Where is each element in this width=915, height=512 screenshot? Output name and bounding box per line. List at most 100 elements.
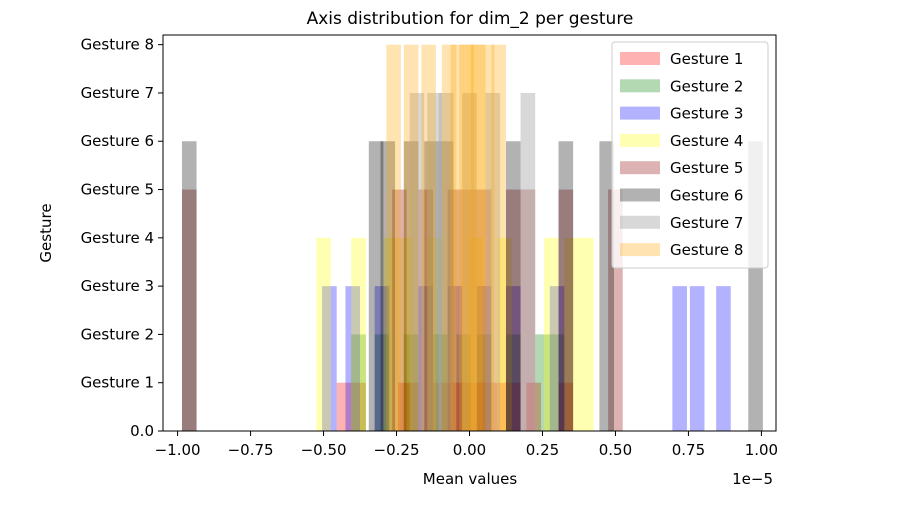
legend-swatch-6	[620, 188, 660, 202]
legend-label-4: Gesture 4	[670, 132, 743, 150]
legend-swatch-4	[620, 133, 660, 147]
bar-series-4-4	[427, 237, 442, 431]
bar-series-3-0	[322, 286, 337, 431]
bar-series-6-7	[558, 141, 574, 431]
bar-series-6-1	[368, 141, 384, 431]
bar-series-2-3	[433, 334, 448, 431]
bar-series-6-4	[424, 141, 439, 431]
bar-series-1-1	[351, 382, 366, 431]
bar-series-5-6	[505, 189, 521, 431]
bar-series-7-4	[485, 92, 501, 431]
bar-series-8-3	[441, 44, 457, 431]
bar-series-4-6	[497, 237, 512, 431]
bar-series-3-4	[447, 286, 463, 431]
legend-swatch-3	[620, 106, 660, 120]
bar-series-3-10	[716, 286, 731, 431]
bar-series-2-4	[456, 334, 471, 431]
bar-series-5-3	[447, 189, 463, 431]
x-tick-label: 0.50	[599, 441, 632, 459]
legend-label-7: Gesture 7	[670, 214, 743, 232]
bar-series-2-1	[374, 334, 390, 431]
x-tick-label: −0.50	[301, 441, 347, 459]
bar-series-1-8	[476, 382, 492, 431]
bar-series-6-8	[599, 141, 614, 431]
bar-series-6-2	[380, 141, 396, 431]
x-tick-label: 0.25	[526, 441, 559, 459]
x-tick-label: −0.25	[374, 441, 420, 459]
x-axis-offset-label: 1e−5	[732, 470, 773, 488]
bar-series-1-6	[456, 382, 471, 431]
bar-series-4-1	[351, 237, 366, 431]
y-axis: 0.0 Gesture 1 Gesture 2 Gesture 3 Gesture 4 G…	[81, 36, 163, 440]
bar-series-2-5	[476, 334, 492, 431]
bar-series-1-2	[397, 382, 413, 431]
bar-series-1-9	[491, 382, 506, 431]
bar-series-8-0	[386, 44, 401, 431]
y-tick-label: Gesture 5	[81, 181, 154, 199]
bar-series-8-8	[479, 44, 495, 431]
x-axis-label: Mean values	[423, 470, 518, 488]
bar-series-3-9	[689, 286, 705, 431]
bar-series-2-6	[505, 334, 521, 431]
bar-series-4-3	[397, 237, 413, 431]
y-tick-label: Gesture 8	[81, 36, 154, 54]
bar-series-1-7	[468, 382, 483, 431]
y-axis-label: Gesture	[37, 203, 55, 262]
bar-series-5-5	[476, 189, 492, 431]
bar-series-5-8	[558, 189, 574, 431]
bar-series-5-7	[520, 189, 536, 431]
legend-label-1: Gesture 1	[670, 50, 743, 68]
bar-series-7-5	[520, 92, 536, 431]
y-tick-label: Gesture 3	[81, 277, 154, 295]
legend-swatch-5	[620, 161, 660, 175]
bar-series-2-2	[403, 334, 419, 431]
bar-series-3-8	[672, 286, 687, 431]
bar-series-7-3	[462, 92, 477, 431]
bar-series-3-7	[549, 286, 565, 431]
bar-series-1-11	[526, 382, 542, 431]
bar-series-1-4	[433, 382, 448, 431]
bar-series-4-0	[316, 237, 331, 431]
bar-series-5-0	[181, 189, 197, 431]
bar-series-7-0	[409, 92, 425, 431]
x-tick-label: 1.00	[745, 441, 778, 459]
bar-series-1-10	[505, 382, 521, 431]
bar-series-1-12	[558, 382, 574, 431]
legend-label-2: Gesture 2	[670, 77, 743, 95]
bar-series-6-0	[181, 141, 197, 431]
bar-series-2-7	[535, 334, 550, 431]
bars-layer	[181, 44, 763, 431]
bar-series-4-9	[578, 237, 594, 431]
bar-series-7-2	[438, 92, 454, 431]
bar-series-2-0	[351, 334, 366, 431]
bar-series-8-5	[459, 44, 474, 431]
bar-series-8-1	[403, 44, 419, 431]
legend-label-3: Gesture 3	[670, 105, 743, 123]
x-tick-label: −0.75	[228, 441, 274, 459]
bar-series-5-1	[392, 189, 407, 431]
x-axis: −1.00 −0.75 −0.50 −0.25 0.00 0.25 0.50 0.75 1.00	[155, 431, 778, 459]
bar-series-5-4	[462, 189, 477, 431]
bar-series-3-5	[476, 286, 492, 431]
bar-series-7-1	[427, 92, 442, 431]
bar-series-3-3	[418, 286, 434, 431]
bar-series-1-3	[403, 382, 419, 431]
y-tick-label: Gesture 6	[81, 132, 154, 150]
bar-series-8-9	[491, 44, 506, 431]
y-tick-label: Gesture 4	[81, 229, 154, 247]
bar-series-4-2	[383, 237, 398, 431]
bar-series-1-0	[336, 382, 352, 431]
bar-series-8-7	[470, 44, 486, 431]
legend-label-6: Gesture 6	[670, 187, 743, 205]
legend-label-8: Gesture 8	[670, 241, 743, 259]
y-tick-label: Gesture 2	[81, 325, 154, 343]
bar-series-3-6	[505, 286, 521, 431]
legend-label-5: Gesture 5	[670, 159, 743, 177]
x-tick-label: 0.75	[672, 441, 705, 459]
bar-series-6-5	[438, 141, 454, 431]
bar-series-3-1	[345, 286, 361, 431]
bar-series-8-2	[421, 44, 436, 431]
legend-swatch-2	[620, 79, 660, 93]
legend-swatch-8	[620, 243, 660, 257]
